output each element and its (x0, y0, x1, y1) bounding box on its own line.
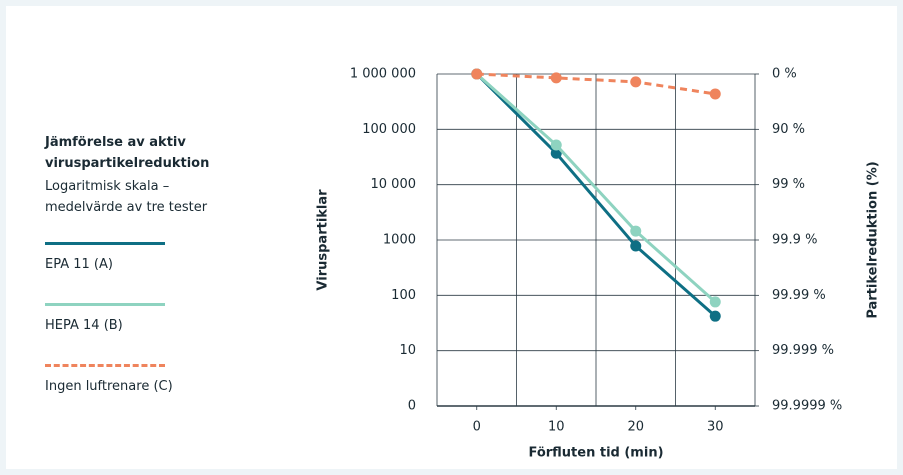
y-tick-label: 100 (391, 288, 416, 303)
data-point (630, 76, 642, 88)
data-point (709, 310, 721, 322)
x-tick-label: 10 (548, 420, 565, 435)
panel (6, 6, 897, 469)
y2-tick-label: 99.99 % (772, 288, 826, 303)
y2-tick-label: 99.999 % (772, 343, 834, 358)
data-point (471, 68, 483, 80)
y2-tick-label: 90 % (772, 122, 805, 137)
y2-tick-label: 99.9999 % (772, 399, 842, 414)
y-tick-label: 10 (399, 343, 416, 358)
data-point (550, 139, 562, 151)
chart-title: Jämförelse av aktiv viruspartikelredukti… (45, 135, 210, 171)
y-tick-label: 1000 (383, 233, 416, 248)
data-point (630, 225, 642, 237)
y-axis-label: Viruspartiklar (316, 189, 331, 291)
legend-swatch (45, 242, 165, 245)
data-point (630, 240, 642, 252)
legend-label: EPA 11 (A) (45, 257, 113, 272)
legend-swatch (45, 303, 165, 306)
data-point (709, 296, 721, 308)
x-tick-label: 30 (707, 420, 724, 435)
y-tick-label: 100 000 (362, 122, 416, 137)
legend-label: Ingen luftrenare (C) (45, 379, 173, 394)
chart-subtitle: Logaritmisk skala – medelvärde av tre te… (45, 179, 208, 215)
legend-label: HEPA 14 (B) (45, 318, 123, 333)
x-tick-label: 0 (473, 420, 481, 435)
legend-swatch (45, 364, 165, 367)
y2-tick-label: 99.9 % (772, 233, 817, 248)
y2-tick-label: 99 % (772, 177, 805, 192)
series-line (476, 72, 716, 96)
data-point (550, 72, 562, 84)
y-tick-label: 1 000 000 (350, 67, 416, 82)
x-tick-label: 20 (627, 420, 644, 435)
data-point (709, 88, 721, 100)
y2-tick-label: 0 % (772, 67, 797, 82)
y-tick-label: 0 (408, 399, 416, 414)
x-axis-label: Förfluten tid (min) (528, 446, 663, 461)
series-line (475, 72, 717, 304)
series-line (475, 72, 717, 318)
y-tick-label: 10 000 (371, 177, 417, 192)
y2-axis-label: Partikelreduktion (%) (866, 161, 881, 318)
data-point (550, 147, 562, 159)
